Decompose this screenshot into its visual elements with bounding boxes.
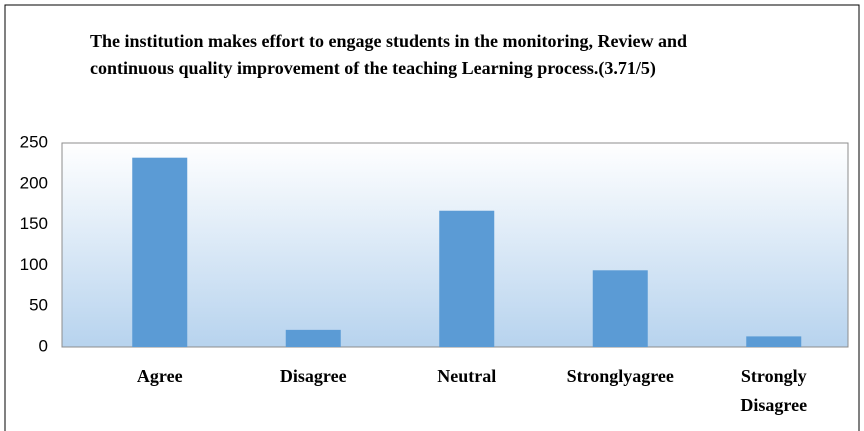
- y-tick-label: 100: [20, 255, 48, 274]
- x-tick-label: Neutral: [437, 366, 497, 386]
- x-tick-label: Agree: [136, 366, 183, 386]
- y-tick-label: 200: [20, 173, 48, 192]
- y-tick-label: 0: [39, 336, 48, 355]
- bar: [746, 336, 802, 347]
- x-tick-label: Stronglyagree: [566, 366, 674, 386]
- y-tick-label: 150: [20, 214, 48, 233]
- frame: [4, 4, 860, 431]
- bar: [285, 329, 341, 347]
- bar: [439, 210, 495, 347]
- x-tick-label: Strongly Disagree: [740, 366, 808, 415]
- x-tick-label: Disagree: [279, 366, 347, 386]
- bar: [132, 157, 188, 347]
- chart-title: The institution makes effort to engage s…: [90, 31, 687, 78]
- y-tick-label: 250: [20, 132, 48, 151]
- bar: [592, 270, 648, 347]
- y-tick-label: 50: [29, 296, 48, 315]
